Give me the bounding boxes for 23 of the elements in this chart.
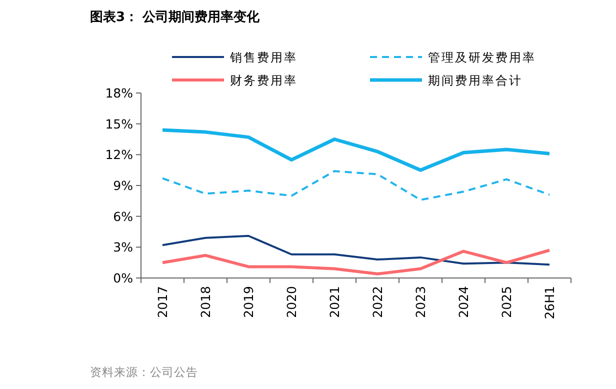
y-tick-label: 0% <box>113 270 134 286</box>
x-tick-label: 2020 <box>284 286 299 318</box>
y-tick-label: 18% <box>105 86 134 100</box>
legend-label: 期间费用率合计 <box>428 74 522 88</box>
legend-label: 财务费用率 <box>230 74 298 88</box>
x-tick-label: 2024 <box>456 286 471 318</box>
y-tick-label: 9% <box>113 178 134 193</box>
x-tick-label: 2019 <box>241 286 256 318</box>
x-tick-label: 2023 <box>413 286 428 318</box>
y-tick-label: 6% <box>113 208 134 224</box>
y-tick-label: 3% <box>113 240 134 255</box>
legend-label: 销售费用率 <box>229 50 298 64</box>
x-tick-label: 26H1 <box>542 286 557 320</box>
x-tick-label: 2017 <box>155 286 170 318</box>
x-tick-label: 2025 <box>499 286 514 318</box>
text: 资料来源：公司公告 <box>90 365 198 379</box>
x-tick-label: 2018 <box>198 286 213 318</box>
y-tick-label: 15% <box>105 116 134 132</box>
chart-title: 图表3： 公司期间费用率变化 <box>90 9 261 25</box>
x-tick-label: 2022 <box>370 286 385 318</box>
legend-label: 管理及研发费用率 <box>428 50 536 64</box>
x-tick-label: 2021 <box>327 286 342 318</box>
y-tick-label: 12% <box>105 147 134 162</box>
